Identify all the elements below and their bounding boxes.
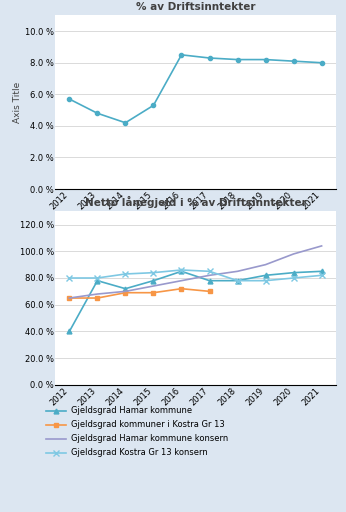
Gjeldsgrad Hamar kommune [95,278,99,284]
Gjeldsgrad Hamar kommune konsern [291,251,295,257]
Gjeldsgrad Hamar kommune [208,278,212,284]
Gjeldsgrad Kostra Gr 13 konsern [208,268,212,274]
Gjeldsgrad Hamar kommune konsern [124,288,128,294]
Gjeldsgrad Hamar kommune konsern [95,291,99,297]
Gjeldsgrad Kostra Gr 13 konsern [179,267,183,273]
Line: Gjeldsgrad kommuner i Kostra Gr 13: Gjeldsgrad kommuner i Kostra Gr 13 [67,286,212,301]
Gjeldsgrad Hamar kommune [179,268,183,274]
Gjeldsgrad Hamar kommune konsern [67,295,71,301]
Line: Gjeldsgrad Kostra Gr 13 konsern: Gjeldsgrad Kostra Gr 13 konsern [66,267,325,284]
Gjeldsgrad Kostra Gr 13 konsern [152,270,156,276]
Gjeldsgrad Hamar kommune [152,278,156,284]
Gjeldsgrad Hamar kommune [124,286,128,292]
Gjeldsgrad Kostra Gr 13 konsern [236,278,240,284]
Line: Gjeldsgrad Hamar kommune konsern: Gjeldsgrad Hamar kommune konsern [69,246,322,298]
Gjeldsgrad Hamar kommune [67,328,71,334]
Gjeldsgrad kommuner i Kostra Gr 13 [152,290,156,296]
Legend: Gjeldsgrad Hamar kommune, Gjeldsgrad kommuner i Kostra Gr 13, Gjeldsgrad Hamar k: Gjeldsgrad Hamar kommune, Gjeldsgrad kom… [46,407,228,457]
Gjeldsgrad Hamar kommune [264,272,268,279]
Gjeldsgrad Kostra Gr 13 konsern [67,275,71,281]
Gjeldsgrad Hamar kommune konsern [320,243,324,249]
Gjeldsgrad Kostra Gr 13 konsern [124,271,128,277]
Gjeldsgrad Kostra Gr 13 konsern [291,275,295,281]
Gjeldsgrad Hamar kommune [291,270,295,276]
Gjeldsgrad kommuner i Kostra Gr 13 [124,290,128,296]
Gjeldsgrad Hamar kommune konsern [208,272,212,279]
Gjeldsgrad kommuner i Kostra Gr 13 [208,288,212,294]
Gjeldsgrad Hamar kommune [320,268,324,274]
Gjeldsgrad Hamar kommune konsern [179,278,183,284]
Title: Netto lånegjeld i % av Driftsinntekter: Netto lånegjeld i % av Driftsinntekter [85,196,306,208]
Gjeldsgrad kommuner i Kostra Gr 13 [95,295,99,301]
Gjeldsgrad Hamar kommune konsern [152,283,156,289]
Gjeldsgrad kommuner i Kostra Gr 13 [179,286,183,292]
Gjeldsgrad Kostra Gr 13 konsern [95,275,99,281]
Gjeldsgrad Hamar kommune [236,278,240,284]
Gjeldsgrad Kostra Gr 13 konsern [320,272,324,279]
Gjeldsgrad kommuner i Kostra Gr 13 [67,295,71,301]
Gjeldsgrad Hamar kommune konsern [264,262,268,268]
Line: Gjeldsgrad Hamar kommune: Gjeldsgrad Hamar kommune [67,269,324,334]
Gjeldsgrad Kostra Gr 13 konsern [264,278,268,284]
Gjeldsgrad Hamar kommune konsern [236,268,240,274]
Title: Disposisjonsfond ekskl pensjonsfond i
% av Driftsinntekter: Disposisjonsfond ekskl pensjonsfond i % … [83,0,308,12]
Y-axis label: Axis Title: Axis Title [13,81,22,123]
